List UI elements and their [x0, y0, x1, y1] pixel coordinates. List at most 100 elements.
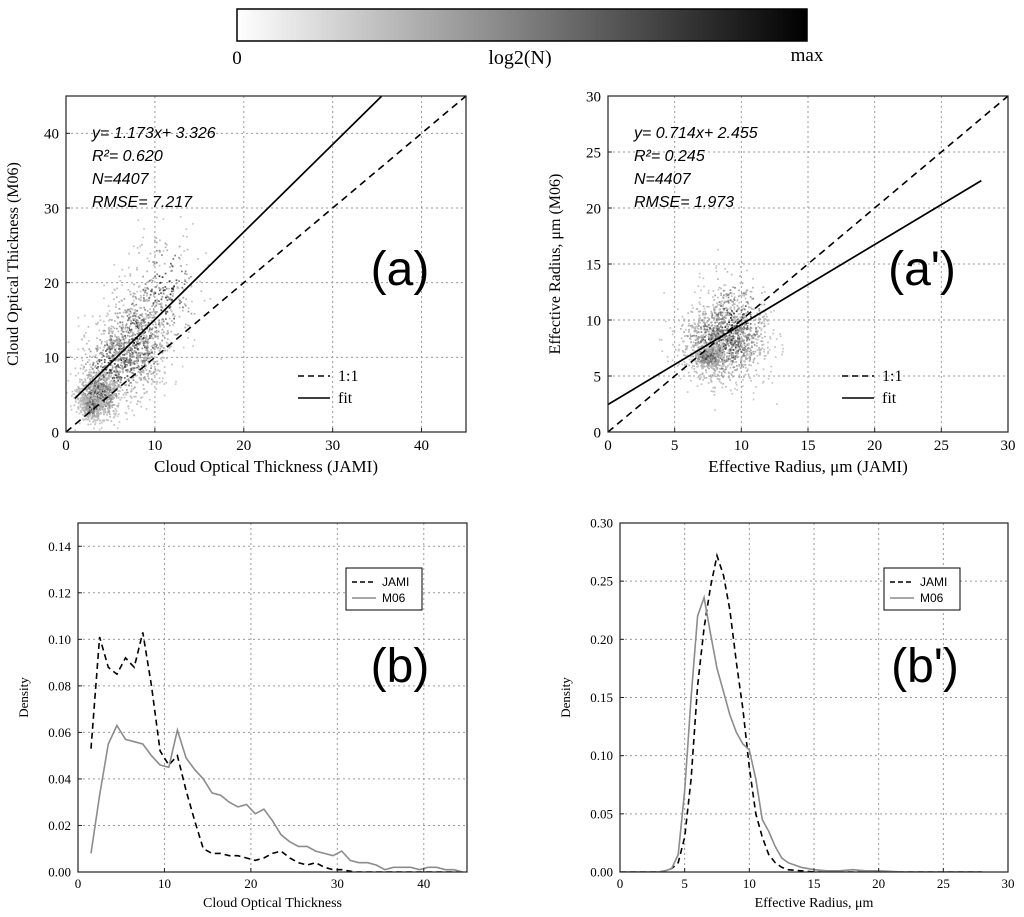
density-point — [733, 335, 736, 338]
density-point — [122, 394, 125, 396]
density-point — [136, 326, 139, 328]
density-point — [101, 390, 104, 393]
density-point — [751, 346, 753, 349]
stats-line: RMSE= 1.973 — [634, 194, 734, 211]
density-point — [94, 391, 97, 393]
density-point — [711, 363, 714, 366]
density-point — [746, 326, 749, 329]
density-point — [742, 328, 745, 331]
density-point — [125, 358, 128, 360]
density-point — [164, 242, 167, 245]
density-point — [139, 356, 141, 359]
density-point — [164, 337, 166, 339]
density-point — [698, 336, 700, 339]
density-point — [140, 319, 143, 321]
density-point — [86, 407, 89, 410]
density-point — [714, 351, 716, 354]
y-axis-label: Density — [558, 677, 573, 718]
density-point — [716, 340, 719, 343]
density-point — [727, 325, 730, 328]
density-point — [661, 350, 664, 352]
density-point — [711, 362, 713, 365]
density-point — [152, 277, 155, 280]
density-point — [116, 340, 118, 343]
density-point — [168, 346, 171, 349]
density-point — [112, 325, 114, 328]
density-point — [739, 275, 741, 277]
density-point — [88, 381, 91, 384]
density-point — [167, 332, 169, 334]
density-point — [100, 388, 103, 391]
y-tick-label: 0.10 — [48, 632, 71, 647]
density-point — [185, 273, 188, 276]
y-tick-label: 10 — [44, 351, 59, 367]
density-point — [97, 382, 100, 385]
density-point — [157, 303, 160, 305]
density-point — [708, 337, 711, 340]
density-point — [719, 348, 722, 350]
density-point — [71, 390, 74, 393]
density-point — [126, 352, 128, 354]
x-tick-label: 30 — [1001, 438, 1016, 454]
one-to-one-line — [608, 96, 1008, 432]
density-point — [734, 355, 737, 358]
density-point — [159, 344, 161, 346]
density-point — [114, 363, 116, 365]
density-point — [119, 380, 122, 383]
density-point — [746, 349, 749, 352]
density-point — [162, 347, 165, 349]
density-point — [181, 365, 184, 368]
density-point — [89, 395, 91, 397]
density-point — [74, 398, 77, 401]
density-point — [136, 366, 138, 369]
density-point — [118, 337, 120, 340]
density-point — [137, 286, 140, 288]
density-point — [107, 313, 110, 316]
density-point — [713, 350, 715, 353]
density-point — [734, 341, 736, 344]
density-point — [698, 314, 701, 317]
density-point — [709, 356, 712, 359]
density-point — [712, 346, 715, 348]
density-point — [135, 351, 137, 354]
density-point — [690, 341, 692, 343]
density-point — [760, 333, 762, 336]
density-point — [107, 348, 110, 351]
density-point — [171, 287, 173, 290]
density-point — [180, 254, 182, 257]
density-point — [161, 380, 164, 383]
density-point — [140, 307, 142, 309]
density-point — [745, 289, 748, 292]
density-point — [140, 370, 143, 373]
density-point — [121, 334, 124, 337]
density-point — [174, 315, 176, 318]
density-point — [709, 377, 712, 380]
density-point — [713, 310, 716, 312]
grid — [78, 523, 467, 872]
density-point — [162, 292, 165, 295]
y-tick-label: 5 — [594, 369, 602, 385]
density-point — [173, 317, 175, 320]
density-point — [80, 379, 83, 381]
density-point — [170, 345, 172, 348]
density-point — [98, 395, 100, 398]
density-point — [716, 358, 719, 361]
density-point — [693, 330, 696, 333]
density-point — [122, 304, 125, 307]
density-point — [720, 294, 722, 296]
density-point — [182, 306, 184, 309]
density-point — [716, 328, 719, 331]
density-point — [151, 346, 154, 349]
density-point — [193, 313, 196, 315]
density-point — [113, 356, 115, 358]
y-tick-label: 40 — [44, 127, 59, 143]
density-point — [758, 353, 761, 356]
density-point — [135, 324, 137, 326]
density-point — [696, 343, 699, 346]
density-point — [765, 315, 768, 318]
density-point — [714, 346, 716, 349]
density-point — [106, 372, 108, 374]
density-point — [732, 300, 734, 303]
density-point — [152, 371, 155, 373]
density-point — [709, 347, 711, 349]
